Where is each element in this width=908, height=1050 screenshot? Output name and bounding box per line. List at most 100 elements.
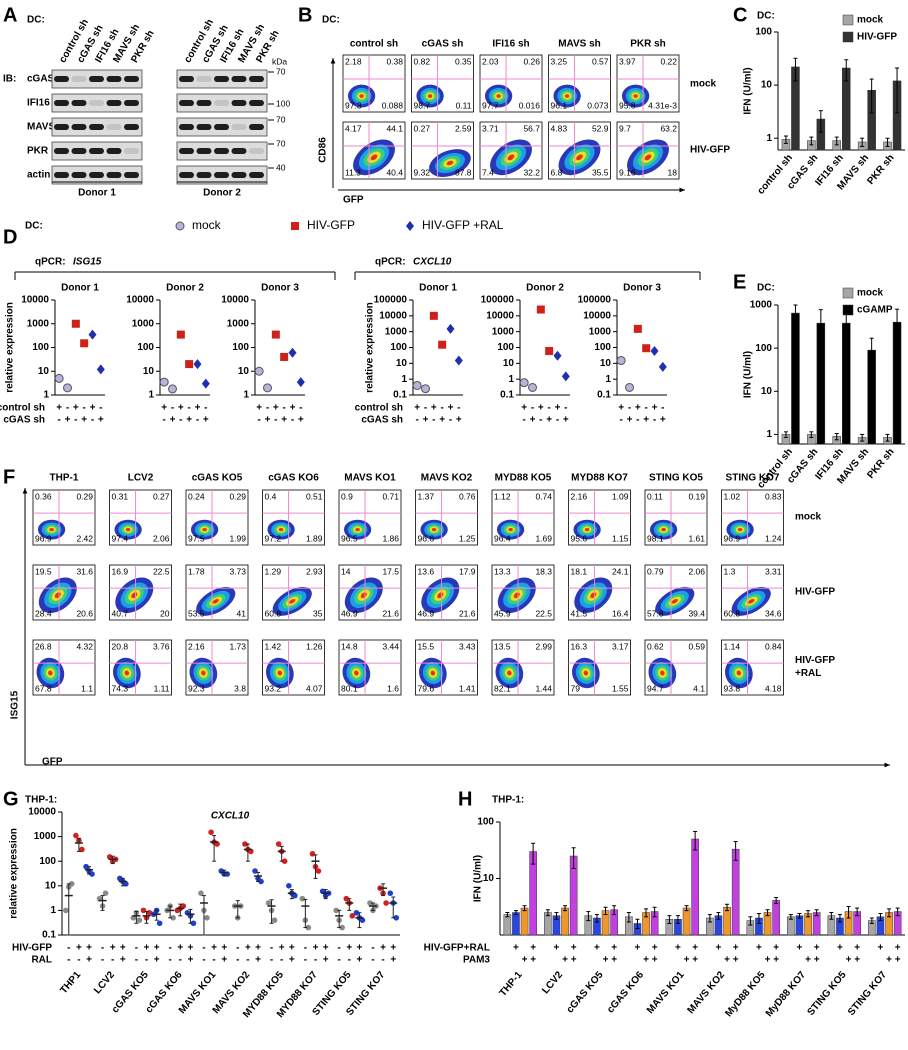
plot-frame <box>568 489 631 546</box>
x-row-label: + <box>594 943 600 954</box>
density-contour <box>660 670 665 676</box>
marker-label: 70 <box>276 114 286 124</box>
plot-frame <box>185 489 249 546</box>
bar <box>561 907 569 936</box>
blot-band <box>89 124 104 130</box>
x-row-label: + <box>289 955 295 966</box>
point <box>383 900 389 906</box>
error-bar <box>303 898 308 929</box>
quadrant-value: 97.5 <box>188 533 205 543</box>
quadrant-value: 14.8 <box>341 641 358 651</box>
quadrant-value: 2.99 <box>535 641 552 651</box>
quadrant-value: 0.38 <box>386 56 403 66</box>
quadrant-value: 16.9 <box>112 566 129 576</box>
quadrant-value: 21.6 <box>382 608 399 618</box>
flow-plot <box>495 657 524 689</box>
x-row-label: + <box>195 403 201 414</box>
x-row-label: - <box>432 415 435 426</box>
y-tick-label: 1000 <box>492 326 515 337</box>
flow-plot <box>572 657 600 689</box>
x-row-label: + <box>805 955 811 966</box>
quadrant-value: 24.1 <box>612 566 629 576</box>
x-row-label: - <box>204 403 207 414</box>
quadrant-value: 2.06 <box>688 566 705 576</box>
x-row-name: HIV-GFP+RAL <box>424 943 490 954</box>
quadrant-value: 1.44 <box>535 683 552 693</box>
plot-frame <box>338 489 402 546</box>
panel-letter: H <box>458 788 472 810</box>
quadrant-value: 18 <box>668 167 678 177</box>
x-row-label: - <box>77 955 80 966</box>
point <box>633 324 642 333</box>
quadrant-value: 46.9 <box>341 608 358 618</box>
error-bar <box>860 433 865 442</box>
row-label: mock <box>795 512 822 523</box>
quadrant-value: 82.1 <box>494 683 511 693</box>
legend-swatch <box>842 14 854 26</box>
y-axis-label: relative expression <box>9 828 20 919</box>
point <box>83 863 89 870</box>
x-row-label: + <box>56 403 62 414</box>
column-title: PKR sh <box>630 39 666 50</box>
error-bar <box>895 308 900 445</box>
error-bar <box>222 869 227 876</box>
x-row-name: cGAS sh <box>3 415 45 426</box>
y-tick-label: 1000 <box>227 318 250 329</box>
x-row-label: + <box>521 403 527 414</box>
y-tick-label: 100 <box>137 342 154 353</box>
error-bar <box>313 854 318 879</box>
donor-label: Donor 1 <box>78 188 116 199</box>
density-contour <box>427 94 433 98</box>
error-bar <box>869 917 874 924</box>
quadrant-value: 0.19 <box>688 491 705 501</box>
density-contour <box>278 528 284 532</box>
point <box>446 323 455 334</box>
quadrant-value: 0.073 <box>587 100 609 110</box>
x-row-label: + <box>765 955 771 966</box>
legend-label: HIV-GFP +RAL <box>422 218 504 232</box>
flow-plot <box>190 519 219 540</box>
quadrant-value: 0.26 <box>523 56 540 66</box>
quadrant-value: 97.2 <box>265 533 282 543</box>
flow-plot <box>36 657 65 689</box>
point <box>429 311 438 320</box>
marker-label: 40 <box>276 162 286 172</box>
flow-plot <box>731 586 771 616</box>
x-row-label: + <box>571 955 577 966</box>
x-row-label: - <box>168 943 171 954</box>
x-row-label: - <box>304 943 307 954</box>
quadrant-value: 1.29 <box>265 566 282 576</box>
quadrant-value: 3.43 <box>459 641 476 651</box>
quadrant-value: 60.8 <box>265 608 282 618</box>
quadrant-value: 16.4 <box>612 608 629 618</box>
quadrant-value: 1.86 <box>382 533 399 543</box>
point <box>156 920 163 927</box>
quadrant-value: 41 <box>237 608 247 618</box>
quadrant-value: 4.18 <box>765 683 782 693</box>
quadrant-value: 0.82 <box>414 56 431 66</box>
y-tick-label: 100 <box>390 342 407 353</box>
error-bar <box>245 843 250 862</box>
column-title: MYD88 KO7 <box>571 473 628 484</box>
y-axis-label: IFN (U/ml) <box>743 351 754 398</box>
x-row-label: + <box>692 943 698 954</box>
legend-swatch <box>842 31 854 43</box>
quadrant-value: 1.02 <box>724 491 741 501</box>
legend-swatch <box>842 287 854 299</box>
quadrant-value: 96.1 <box>551 100 568 110</box>
error-bar <box>733 841 738 861</box>
x-row-label: + <box>120 943 126 954</box>
x-row-label: - <box>257 415 260 426</box>
x-row-label: + <box>423 415 429 426</box>
quadrant-value: 44.1 <box>386 123 403 133</box>
x-row-label: - <box>304 955 307 966</box>
x-row-label: + <box>178 403 184 414</box>
chart-title: Donor 3 <box>623 283 661 294</box>
column-title: MAVS KO1 <box>344 473 396 484</box>
quadrant-value: 80.1 <box>341 683 358 693</box>
quadrant-value: 3.17 <box>612 641 629 651</box>
blot-band <box>231 172 247 178</box>
plot-frame <box>415 489 478 546</box>
error-bar <box>337 909 342 929</box>
flow-plot <box>648 657 677 689</box>
